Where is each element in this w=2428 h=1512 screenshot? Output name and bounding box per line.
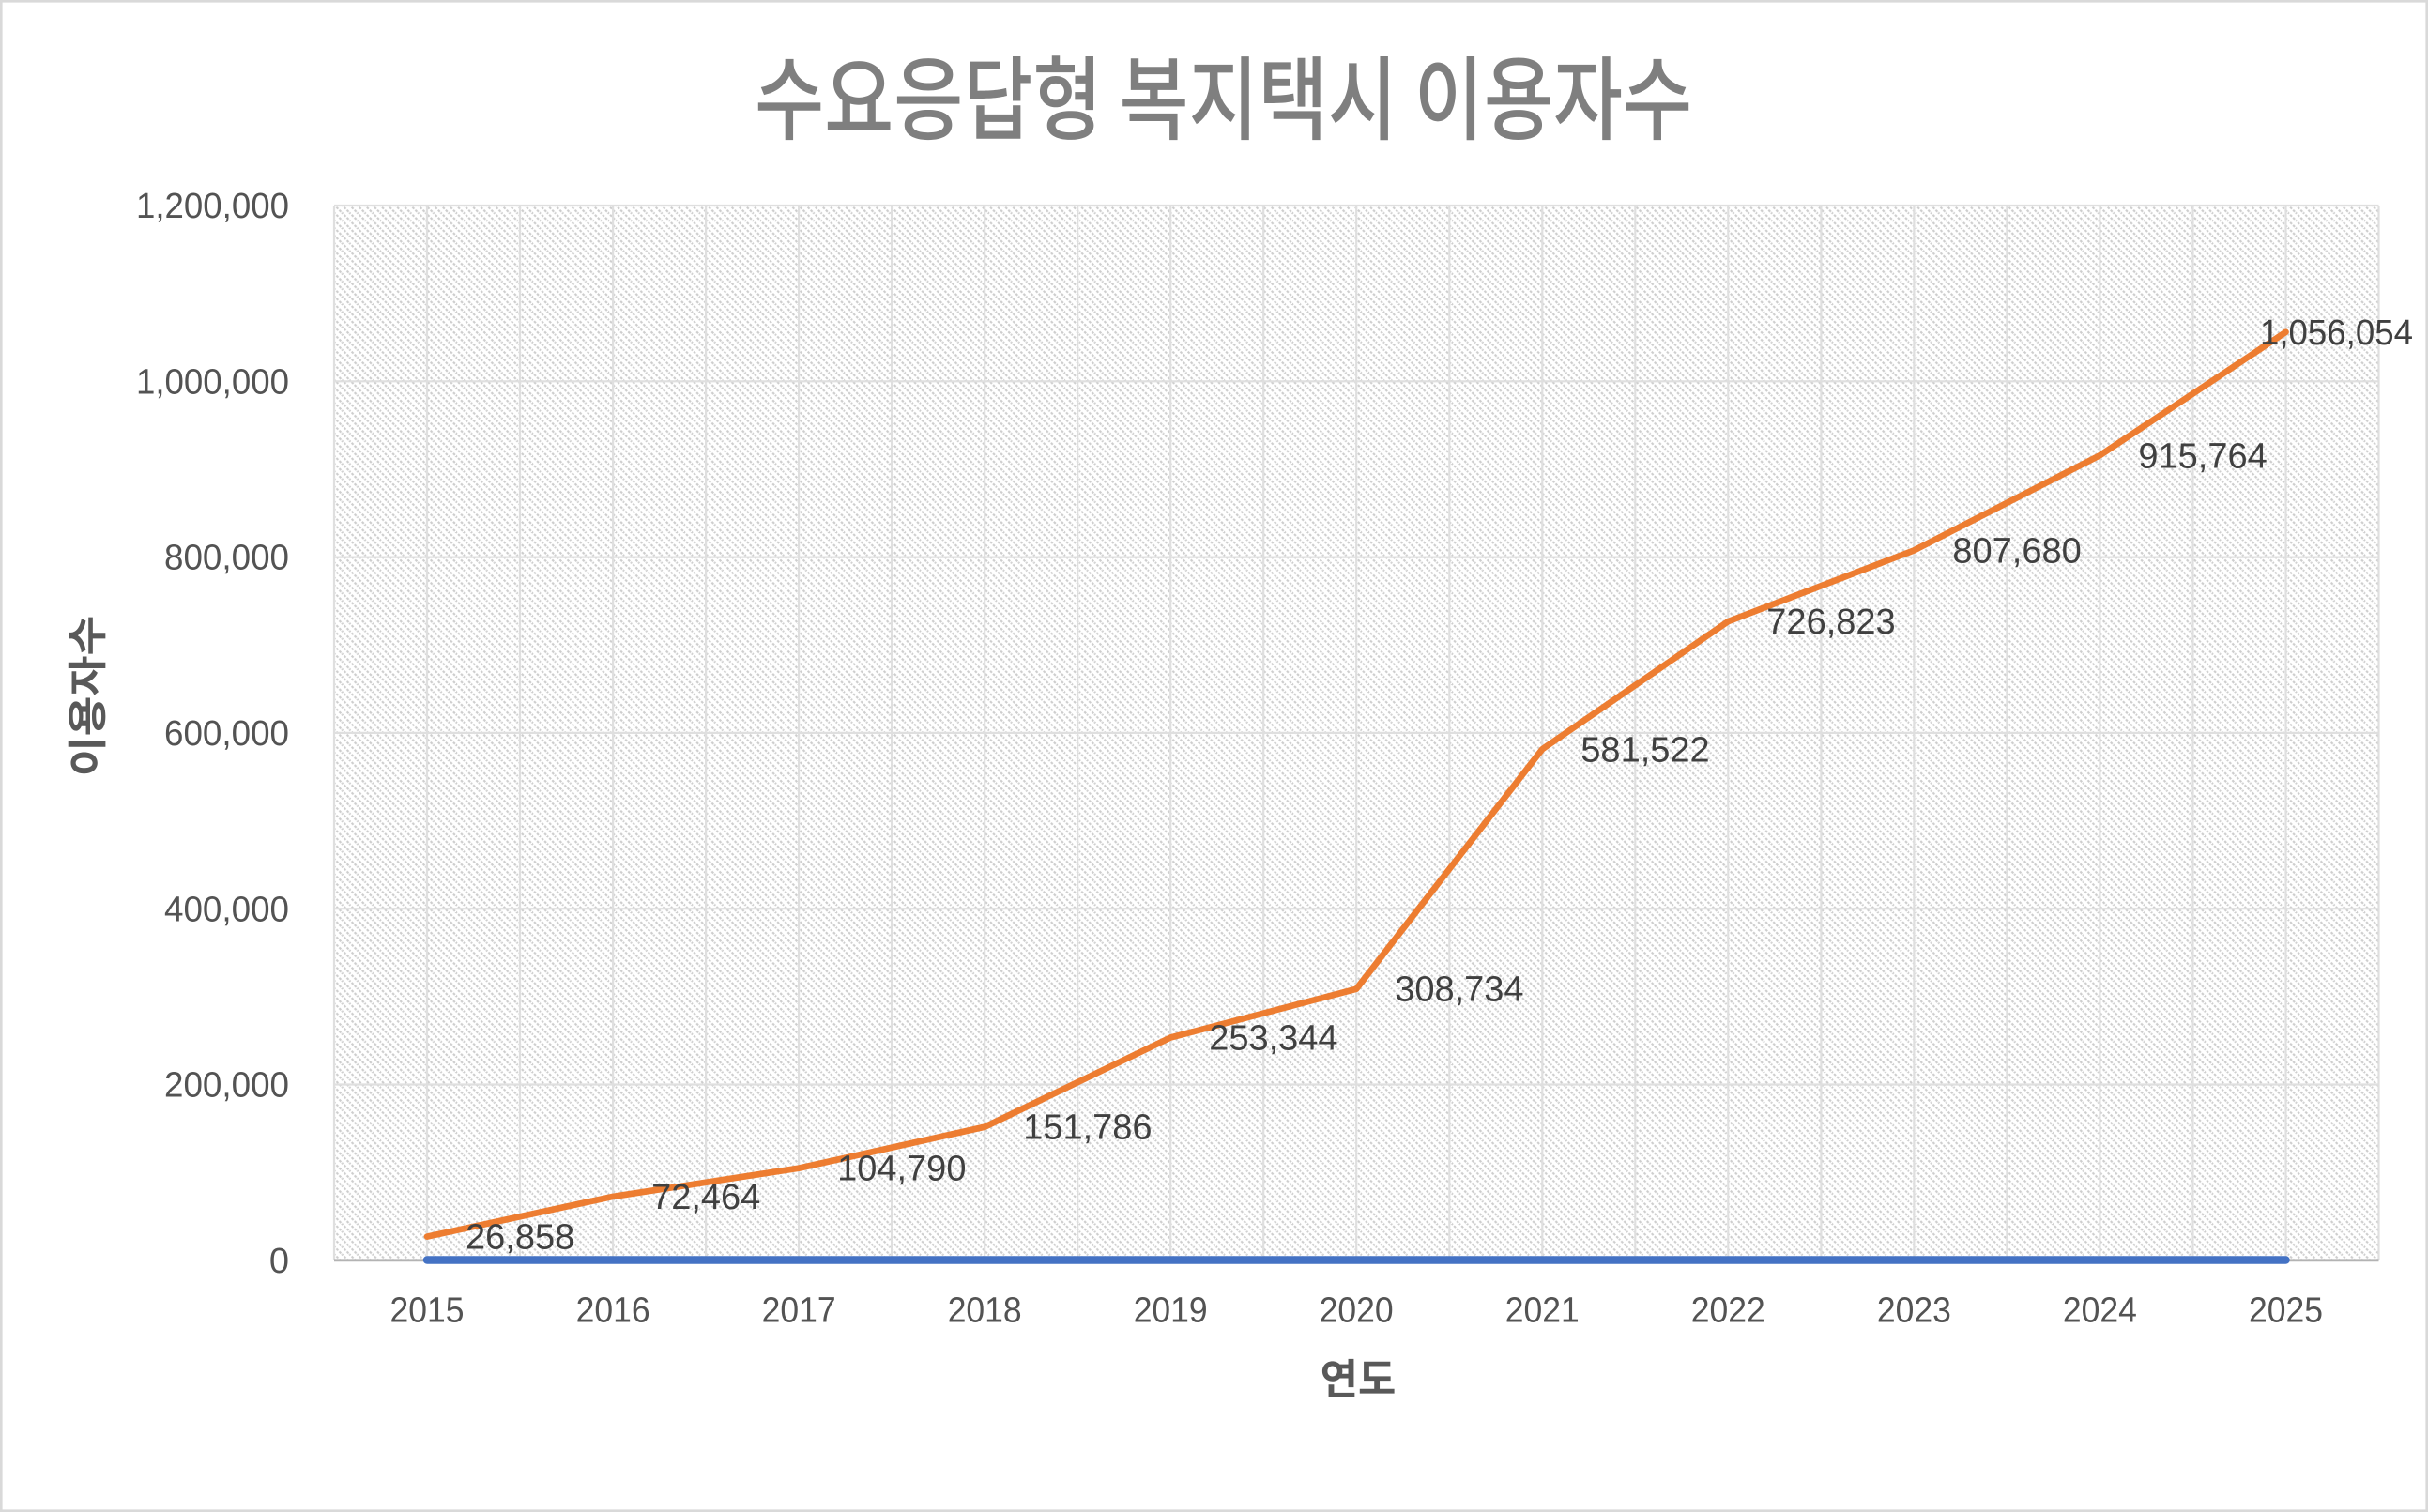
svg-text:800,000: 800,000	[164, 539, 289, 578]
svg-text:1,200,000: 1,200,000	[136, 187, 289, 226]
svg-text:2025: 2025	[2249, 1291, 2323, 1330]
svg-text:200,000: 200,000	[164, 1066, 289, 1106]
svg-text:581,522: 581,522	[1580, 730, 1709, 770]
svg-text:1,000,000: 1,000,000	[136, 362, 289, 402]
svg-text:2020: 2020	[1320, 1291, 1394, 1330]
svg-text:26,858: 26,858	[466, 1218, 574, 1258]
svg-text:726,823: 726,823	[1766, 603, 1895, 642]
svg-text:72,464: 72,464	[651, 1178, 760, 1217]
svg-text:2016: 2016	[576, 1291, 650, 1330]
svg-text:2023: 2023	[1877, 1291, 1951, 1330]
svg-text:2021: 2021	[1505, 1291, 1580, 1330]
svg-text:308,734: 308,734	[1395, 970, 1523, 1010]
svg-text:2019: 2019	[1134, 1291, 1208, 1330]
svg-text:400,000: 400,000	[164, 890, 289, 929]
svg-text:600,000: 600,000	[164, 714, 289, 754]
svg-text:2018: 2018	[948, 1291, 1022, 1330]
svg-text:2015: 2015	[390, 1291, 465, 1330]
svg-text:0: 0	[269, 1242, 289, 1281]
svg-text:2022: 2022	[1691, 1291, 1765, 1330]
svg-text:1,056,054: 1,056,054	[2260, 313, 2413, 353]
svg-text:253,344: 253,344	[1209, 1019, 1337, 1059]
svg-text:915,764: 915,764	[2138, 436, 2267, 476]
svg-text:151,786: 151,786	[1023, 1108, 1152, 1148]
svg-text:807,680: 807,680	[1952, 532, 2081, 572]
svg-text:2017: 2017	[762, 1291, 836, 1330]
svg-text:2024: 2024	[2063, 1291, 2137, 1330]
svg-text:104,790: 104,790	[837, 1150, 966, 1189]
